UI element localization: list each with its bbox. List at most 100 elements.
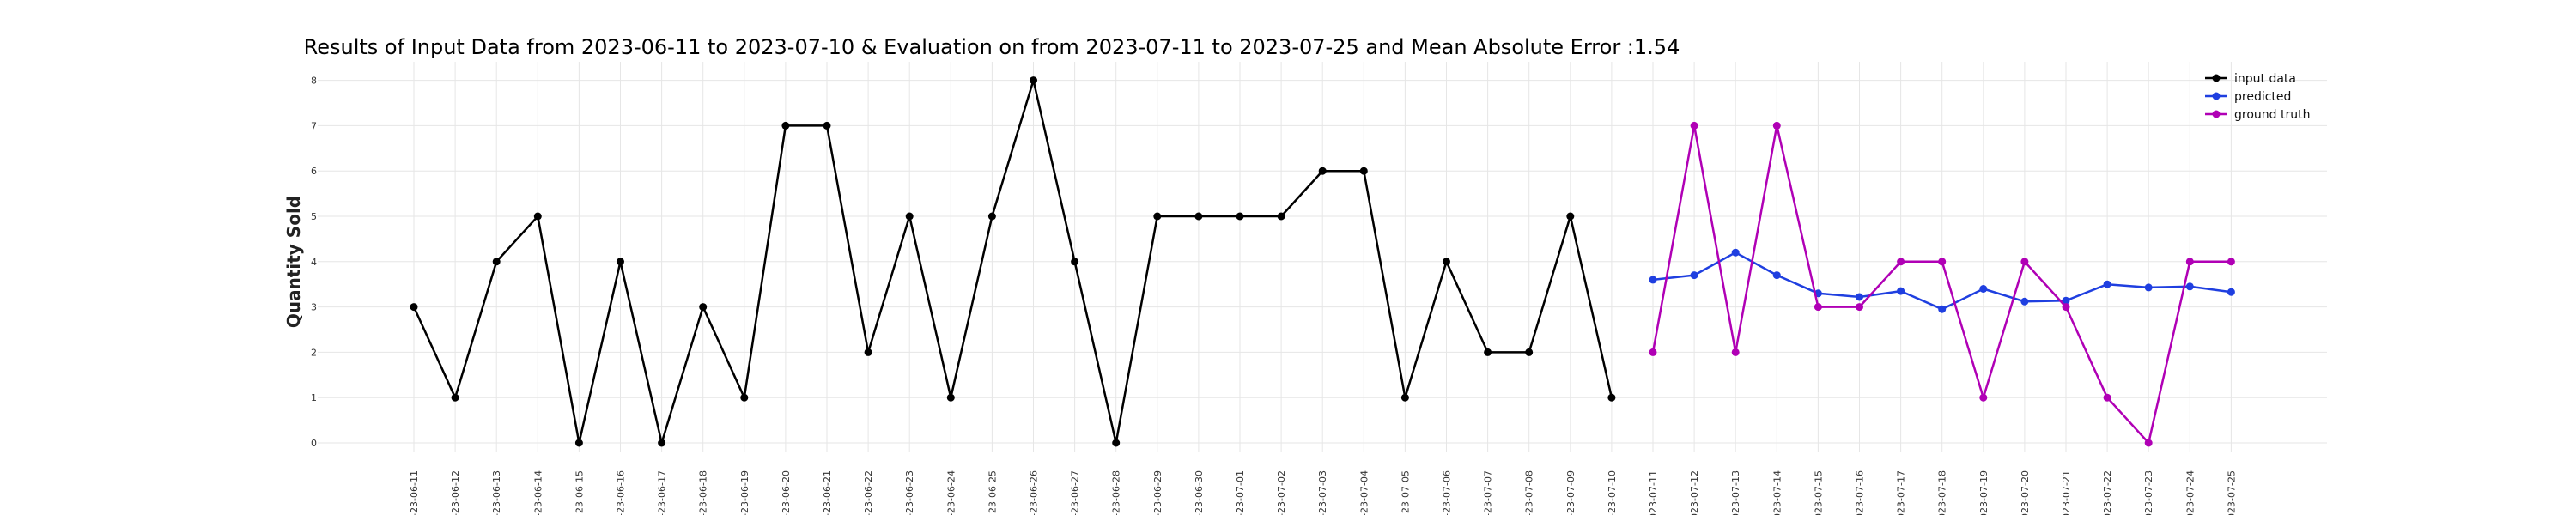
data-point (1772, 121, 1781, 130)
x-tick-label: -23-07-05 (1400, 470, 1411, 515)
x-tick-label: -23-06-14 (532, 470, 544, 515)
x-tick-label: -23-06-23 (904, 470, 915, 515)
y-tick-label: 0 (311, 438, 317, 449)
x-tick-label: 2023-07-11 (1648, 470, 1659, 515)
data-point (1607, 393, 1616, 402)
data-point (410, 303, 418, 312)
legend-swatch-marker (2212, 110, 2221, 118)
x-tick-label: -23-06-11 (409, 470, 420, 515)
data-point (781, 121, 790, 130)
x-tick-label: -23-06-16 (616, 470, 627, 515)
data-point (1318, 167, 1327, 175)
legend-label: ground truth (2234, 108, 2310, 122)
data-point (1566, 212, 1575, 221)
data-point (1731, 348, 1740, 356)
x-tick-label: 2023-07-15 (1813, 470, 1824, 515)
data-point (2103, 393, 2111, 402)
y-tick-label: 1 (311, 392, 317, 403)
data-point (2062, 303, 2070, 312)
x-tick-label: -23-06-25 (987, 470, 998, 515)
x-tick-label: 2023-07-17 (1896, 470, 1907, 515)
y-tick-label: 2 (311, 347, 317, 358)
x-tick-label: -23-06-18 (698, 470, 709, 515)
data-point (1649, 348, 1657, 356)
x-tick-label: 2023-07-18 (1937, 470, 1948, 515)
data-point (658, 439, 666, 447)
x-tick-label: -23-07-09 (1565, 470, 1577, 515)
x-tick-label: -23-07-01 (1235, 470, 1246, 515)
x-tick-label: 2023-07-24 (2184, 470, 2196, 515)
data-point (2144, 283, 2153, 292)
data-point (1938, 305, 1947, 313)
data-point (2020, 258, 2029, 266)
legend-swatch-marker (2212, 74, 2221, 82)
data-point (823, 121, 831, 130)
x-tick-label: 2023-07-16 (1855, 470, 1866, 515)
data-point (1525, 348, 1534, 356)
data-point (864, 348, 872, 356)
data-point (1071, 258, 1079, 266)
data-point (1856, 293, 1863, 301)
data-point (1814, 303, 1822, 312)
data-point (2062, 296, 2070, 305)
series-layer (410, 76, 2235, 447)
series-ground-truth (1649, 121, 2235, 447)
data-point (1030, 76, 1037, 85)
series-predicted (1649, 248, 2235, 313)
data-point (1400, 393, 1409, 402)
data-point (2020, 297, 2029, 306)
y-tick-label: 5 (311, 211, 317, 222)
data-point (1856, 303, 1863, 312)
x-tick-label: -23-07-08 (1524, 470, 1535, 515)
data-point (1484, 348, 1492, 356)
x-tick-label: -23-07-06 (1442, 470, 1453, 515)
x-tick-label: -23-06-12 (450, 470, 461, 515)
data-point (1236, 212, 1244, 221)
data-point (1194, 212, 1203, 221)
legend-item: predicted (2205, 90, 2291, 104)
x-tick-label: -23-07-02 (1276, 470, 1287, 515)
y-tick-label: 8 (311, 76, 317, 87)
data-point (946, 393, 955, 402)
x-tick-label: -23-07-04 (1358, 470, 1370, 515)
data-point (1897, 287, 1905, 295)
x-tick-label: -23-06-28 (1111, 470, 1122, 515)
x-tick-label: 2023-07-22 (2102, 470, 2113, 515)
data-point (533, 212, 542, 221)
data-point (2185, 282, 2194, 291)
x-tick-label: -23-06-21 (822, 470, 833, 515)
x-tick-label: 2023-07-12 (1689, 470, 1700, 515)
series-input-data (410, 76, 1616, 447)
x-tick-label: 2023-07-20 (2020, 470, 2031, 515)
data-point (2144, 439, 2153, 447)
data-point (987, 212, 996, 221)
legend-swatch-marker (2212, 92, 2221, 100)
data-point (1979, 393, 1988, 402)
data-point (1277, 212, 1285, 221)
y-axis-ticks: 0 1 2 3 4 5 6 7 8 (311, 76, 317, 449)
data-point (905, 212, 914, 221)
grid-layer (318, 62, 2327, 452)
data-point (1938, 258, 1947, 266)
x-tick-label: 2023-07-14 (1771, 470, 1783, 515)
data-point (1443, 258, 1450, 266)
data-point (492, 258, 501, 266)
data-point (699, 303, 708, 312)
data-point (2227, 258, 2235, 266)
series-line (412, 79, 1613, 445)
x-tick-label: 2023-07-23 (2143, 470, 2154, 515)
x-tick-label: -23-06-15 (574, 470, 585, 515)
data-point (617, 258, 624, 266)
x-tick-label: -23-06-20 (781, 470, 792, 515)
x-tick-label: -23-07-10 (1607, 470, 1618, 515)
data-point (2227, 288, 2235, 296)
data-point (1690, 121, 1698, 130)
data-point (1897, 258, 1905, 266)
legend-item: input data (2205, 72, 2296, 86)
data-point (2185, 258, 2194, 266)
y-tick-label: 7 (311, 120, 317, 131)
x-tick-label: -23-06-19 (739, 470, 750, 515)
data-point (2103, 280, 2111, 288)
x-tick-label: 2023-07-25 (2226, 470, 2237, 515)
